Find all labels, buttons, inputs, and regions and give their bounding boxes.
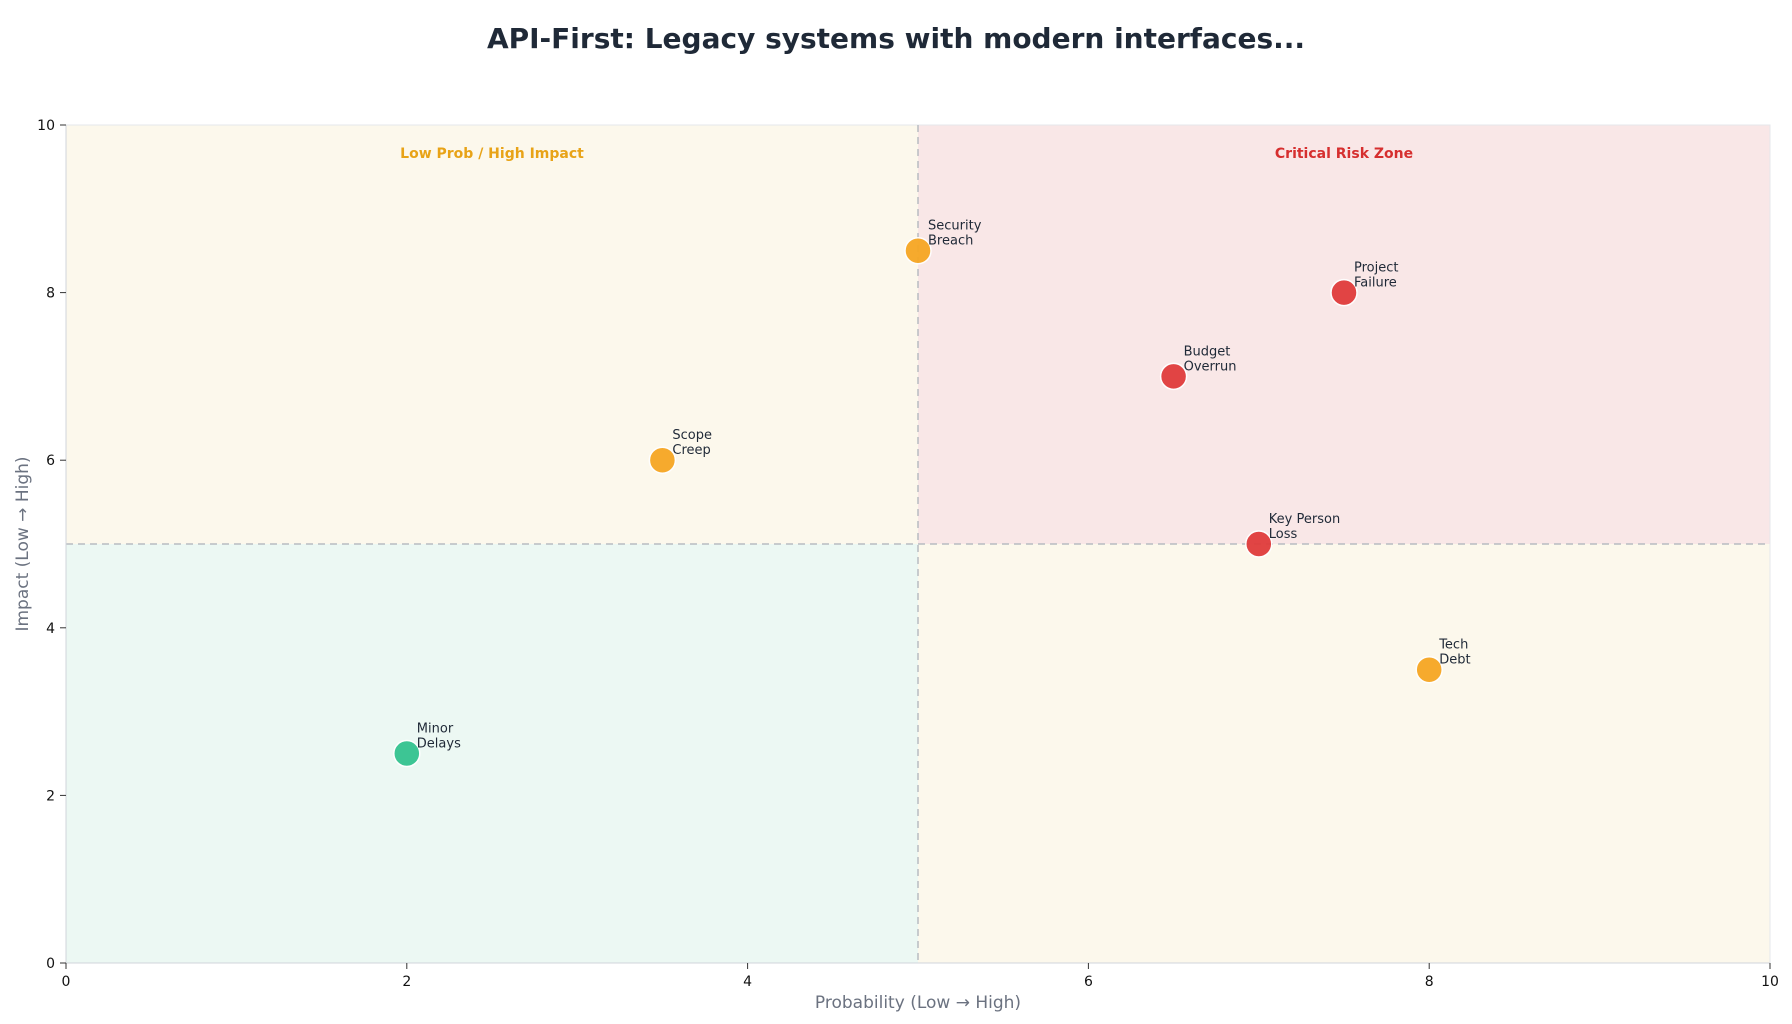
- x-tick-label: 0: [62, 974, 71, 990]
- data-point: [1415, 655, 1443, 684]
- data-point-label: Project: [1354, 261, 1398, 276]
- y-tick-label: 10: [37, 118, 55, 134]
- chart-title: API-First: Legacy systems with modern in…: [486, 22, 1306, 55]
- data-point: [393, 739, 421, 768]
- data-point: [904, 236, 932, 265]
- x-tick-label: 6: [1084, 974, 1093, 990]
- data-point-label: Breach: [928, 234, 973, 249]
- zone-top-right: [918, 125, 1770, 544]
- data-point-label: Overrun: [1184, 359, 1237, 374]
- data-point-label: Loss: [1269, 527, 1298, 542]
- data-point-label: Budget: [1184, 344, 1231, 359]
- zone-label-top-right: Critical Risk Zone: [1275, 146, 1413, 162]
- data-point-label: Security: [928, 219, 982, 234]
- data-point-label: Minor: [417, 722, 454, 737]
- data-point: [1245, 530, 1273, 558]
- data-point-label: Creep: [672, 443, 710, 458]
- x-axis-label: Probability (Low → High): [815, 993, 1021, 1013]
- data-point-label: Debt: [1439, 653, 1470, 668]
- y-tick-label: 0: [46, 956, 55, 972]
- y-tick-label: 6: [46, 453, 55, 469]
- data-point-label: Key Person: [1269, 512, 1340, 527]
- data-point-label: Scope: [672, 428, 712, 443]
- x-tick-label: 4: [743, 974, 752, 990]
- y-tick-label: 2: [46, 788, 55, 804]
- y-tick-label: 4: [46, 621, 55, 637]
- data-point: [648, 446, 677, 474]
- data-point-label: Tech: [1438, 638, 1468, 653]
- data-point-label: Delays: [417, 737, 461, 752]
- zone-bottom-right: [918, 544, 1770, 963]
- data-point: [1159, 362, 1188, 391]
- zone-bottom-left: [66, 544, 918, 963]
- zone-label-top-left: Low Prob / High Impact: [400, 146, 584, 162]
- data-point-label: Failure: [1354, 276, 1397, 291]
- x-tick-label: 10: [1761, 974, 1779, 990]
- zone-top-left: [66, 125, 918, 544]
- y-tick-label: 8: [46, 286, 55, 302]
- x-tick-label: 8: [1425, 974, 1434, 990]
- y-axis-label: Impact (Low → High): [13, 456, 33, 631]
- data-point: [1330, 278, 1358, 307]
- x-tick-label: 2: [402, 974, 411, 990]
